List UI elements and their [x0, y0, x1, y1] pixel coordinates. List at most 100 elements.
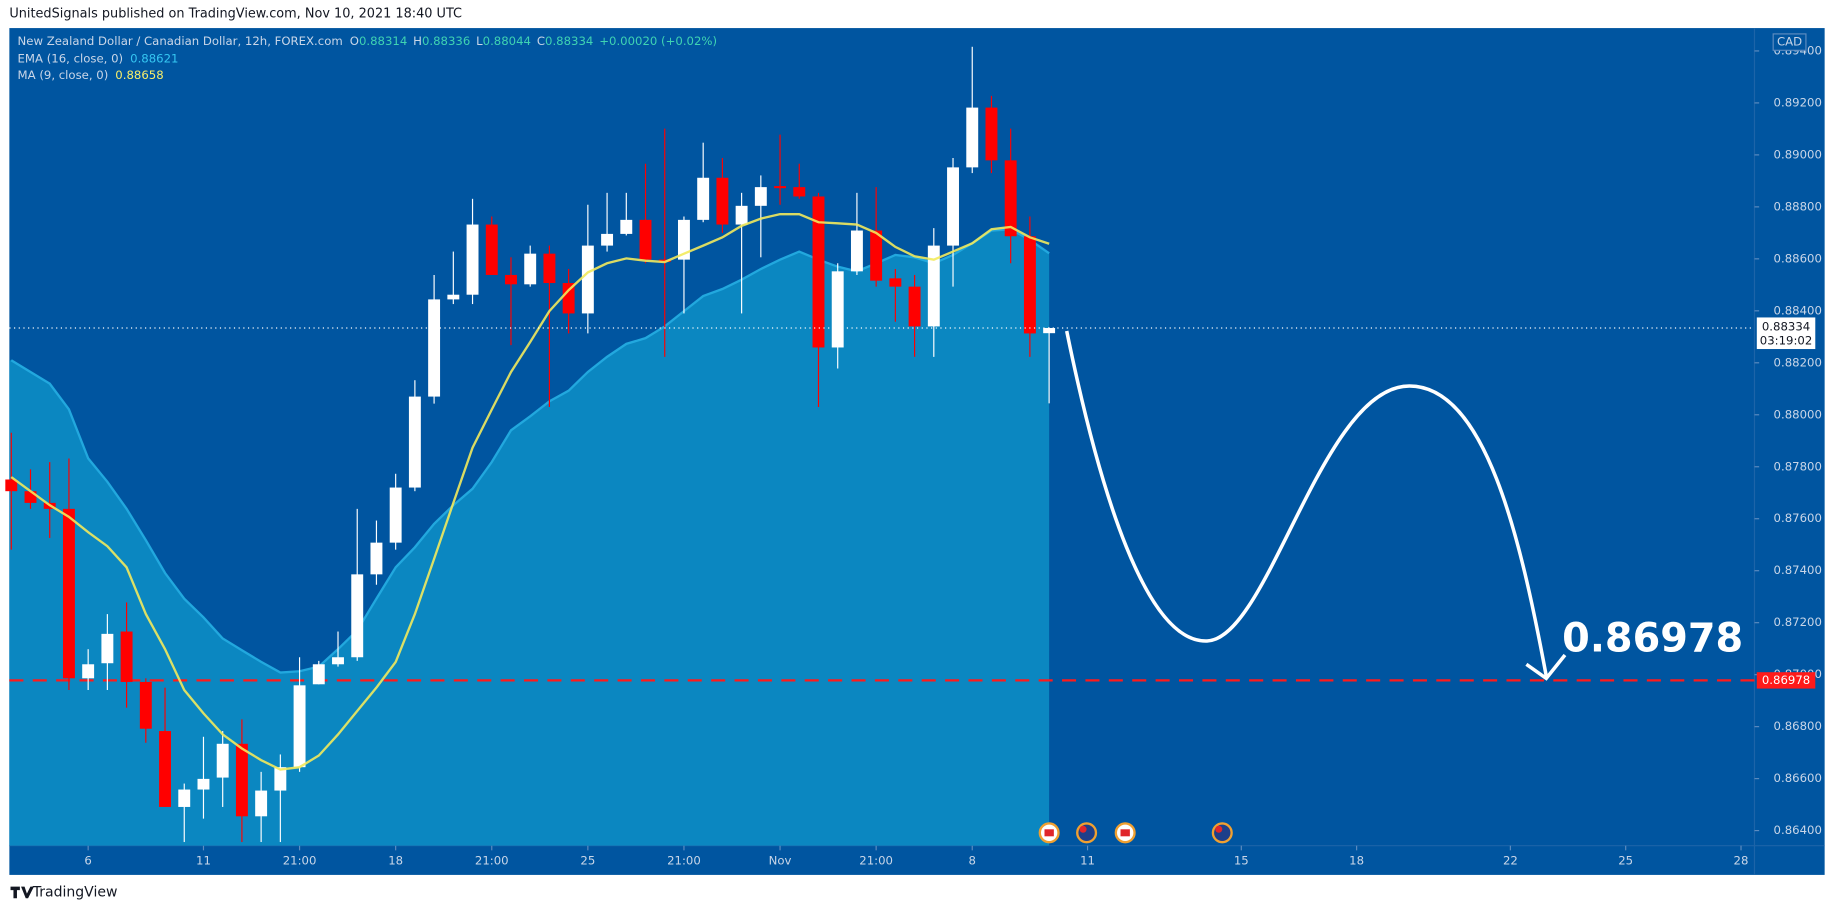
candle-body	[351, 574, 364, 658]
candle-body	[677, 219, 690, 260]
brand: TradingView	[10, 884, 118, 900]
legend-title-line: New Zealand Dollar / Canadian Dollar, 12…	[18, 33, 718, 47]
candle-body	[466, 224, 479, 295]
brand-name: TradingView	[32, 884, 118, 900]
candle-body	[697, 177, 710, 220]
candle-body	[1043, 327, 1056, 334]
indicator-legend: MA (9, close, 0) 0.88658	[18, 67, 164, 81]
indicator-value: 0.88658	[115, 67, 163, 81]
publisher-note: UnitedSignals published on TradingView.c…	[9, 7, 462, 22]
candle-body	[82, 664, 95, 679]
event-icon[interactable]	[1076, 822, 1098, 844]
ohlc-letter: H	[413, 33, 422, 47]
candle-body	[947, 167, 959, 246]
candle-body	[543, 253, 556, 284]
candle-body	[908, 286, 921, 327]
projection-curve	[1064, 330, 1548, 677]
candle-body	[754, 187, 767, 206]
candle-body	[312, 664, 325, 685]
y-tick-label: 0.89200	[1774, 95, 1822, 109]
currency-label: CAD	[1777, 35, 1802, 49]
candle-body	[274, 767, 287, 791]
y-tick-label: 0.86800	[1774, 719, 1822, 733]
x-tick-label: 11	[1080, 853, 1095, 867]
y-tick-label: 0.88600	[1774, 251, 1822, 265]
candle-body	[716, 177, 729, 225]
y-tick-label: 0.87600	[1774, 511, 1822, 525]
candle-body	[966, 107, 979, 168]
ohlc-value: 0.88334	[545, 33, 593, 47]
candle-body	[178, 789, 191, 807]
indicator-name: MA (9, close, 0)	[18, 67, 109, 81]
ohlc-value: 0.88336	[422, 33, 470, 47]
candle-body	[850, 230, 863, 272]
candle-body	[831, 271, 844, 348]
candle-body	[1023, 236, 1036, 334]
change-value: +0.00020 (+0.02%)	[599, 33, 717, 47]
candle-body	[389, 487, 402, 543]
x-tick-label: 21:00	[475, 853, 509, 867]
ohlc-value: 0.88044	[483, 33, 531, 47]
event-flag	[1079, 825, 1087, 833]
y-tick-label: 0.88000	[1774, 407, 1822, 421]
indicator-name: EMA (16, close, 0)	[18, 51, 124, 65]
overlay	[1038, 330, 1567, 844]
candle-body	[408, 396, 421, 488]
target-label: 0.86978	[1562, 615, 1743, 661]
price-tag-label: 0.88334	[1762, 319, 1810, 333]
ohlc-letter: L	[476, 33, 483, 47]
countdown-label: 03:19:02	[1760, 333, 1812, 347]
y-tick-label: 0.88400	[1774, 303, 1822, 317]
x-tick-label: 25	[580, 853, 595, 867]
candle-body	[793, 187, 806, 197]
candle-body	[139, 681, 152, 729]
candle-body	[774, 186, 787, 189]
y-tick-label: 0.87400	[1774, 563, 1822, 577]
x-tick-label: 18	[388, 853, 403, 867]
projection-arrowhead	[1525, 653, 1567, 681]
ohlc-letter: O	[350, 33, 359, 47]
candle-body	[101, 633, 114, 664]
x-tick-label: 21:00	[859, 853, 893, 867]
candle-body	[524, 253, 537, 285]
candle-body	[197, 778, 210, 790]
brand-logo	[10, 886, 34, 899]
currency-box	[1772, 33, 1807, 51]
y-tick-label: 0.86600	[1774, 771, 1822, 785]
x-tick-label: Nov	[769, 853, 792, 867]
event-flag	[1215, 825, 1223, 833]
y-tick-label: 0.86400	[1774, 823, 1822, 837]
price-tag	[1756, 317, 1816, 350]
y-tick-label: 0.88800	[1774, 199, 1822, 213]
event-flag	[1044, 829, 1054, 837]
symbol-title: New Zealand Dollar / Canadian Dollar, 12…	[18, 33, 343, 47]
x-tick-label: 21:00	[667, 853, 701, 867]
candle-body	[428, 299, 441, 397]
candle-body	[985, 107, 998, 161]
candle-body	[24, 491, 37, 503]
candle-body	[601, 233, 614, 246]
x-tick-label: 28	[1734, 853, 1749, 867]
candle-body	[235, 743, 248, 817]
candle-body	[62, 508, 75, 679]
candle-body	[332, 657, 344, 665]
event-icon[interactable]	[1211, 822, 1233, 844]
candle-body	[812, 196, 825, 348]
x-tick-label: 18	[1349, 853, 1364, 867]
y-tick-label: 0.89000	[1774, 147, 1822, 161]
candle-body	[889, 278, 902, 287]
candle-body	[485, 224, 498, 275]
ohlc-letter: C	[537, 33, 545, 47]
x-tick-label: 8	[969, 853, 976, 867]
y-tick-label: 0.87200	[1774, 615, 1822, 629]
event-icons	[1038, 822, 1233, 844]
candle-body	[562, 283, 575, 314]
candle-body	[216, 743, 229, 778]
target-tag-label: 0.86978	[1762, 673, 1810, 687]
candle-body	[581, 245, 594, 314]
ohlc-value: 0.88314	[359, 33, 407, 47]
event-flag	[1120, 829, 1130, 837]
candle-body	[620, 219, 633, 234]
candle-body	[120, 631, 133, 682]
